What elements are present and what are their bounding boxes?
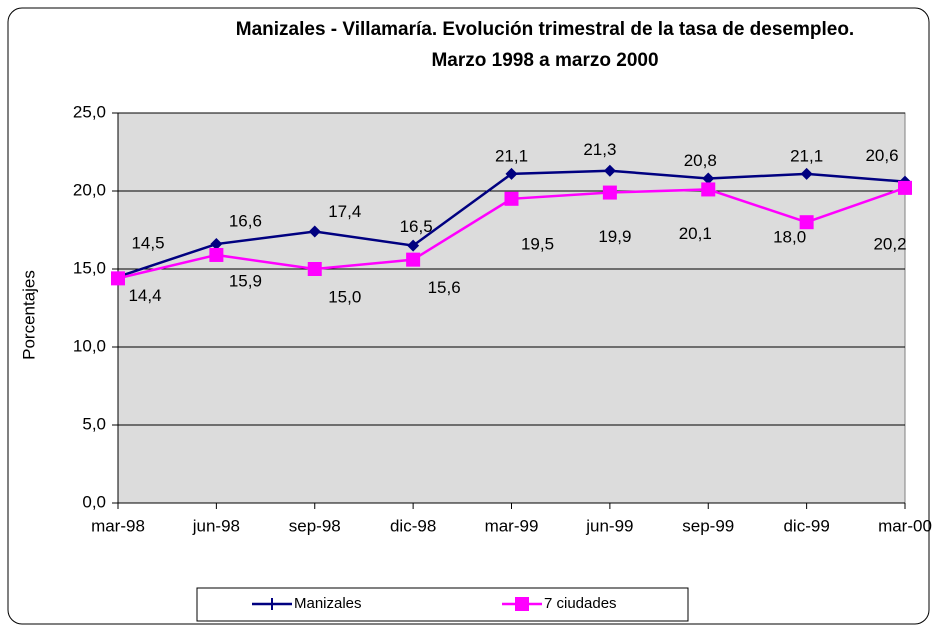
- data-label: 16,6: [229, 212, 262, 231]
- x-tick-label: mar-00: [878, 516, 932, 535]
- y-tick-label: 5,0: [82, 414, 106, 433]
- legend-label: 7 ciudades: [544, 595, 617, 612]
- x-tick-label: dic-98: [390, 516, 436, 535]
- data-label: 20,6: [865, 146, 898, 165]
- data-point: [504, 191, 519, 206]
- data-point: [307, 262, 322, 276]
- data-label: 15,0: [328, 287, 361, 306]
- y-tick-label: 0,0: [82, 492, 106, 511]
- data-point: [505, 167, 518, 180]
- data-label: 16,5: [400, 217, 433, 236]
- y-tick-label: 15,0: [73, 258, 106, 277]
- data-label: 17,4: [328, 202, 361, 221]
- data-point: [406, 252, 421, 267]
- data-label: 15,6: [428, 278, 461, 297]
- x-tick-label: mar-98: [91, 516, 145, 535]
- data-point: [603, 164, 616, 177]
- data-point: [800, 167, 813, 180]
- y-tick-label: 20,0: [73, 180, 106, 199]
- data-point: [209, 247, 224, 262]
- data-point: [308, 225, 321, 238]
- x-tick-label: jun-99: [585, 516, 633, 535]
- data-point: [602, 185, 617, 200]
- data-label: 20,2: [873, 234, 906, 253]
- x-tick-label: jun-98: [192, 516, 240, 535]
- data-point: [898, 180, 912, 195]
- x-tick-label: sep-98: [289, 516, 341, 535]
- data-point: [407, 239, 420, 252]
- data-point: [702, 172, 715, 185]
- data-label: 15,9: [229, 271, 262, 290]
- y-tick-label: 10,0: [73, 336, 106, 355]
- x-tick-label: sep-99: [682, 516, 734, 535]
- x-tick-label: dic-99: [783, 516, 829, 535]
- data-label: 18,0: [773, 228, 806, 247]
- data-label: 14,4: [128, 286, 161, 305]
- chart-title: Manizales - Villamaría. Evolución trimes…: [236, 19, 854, 40]
- data-point: [799, 215, 814, 230]
- data-label: 21,1: [790, 146, 823, 165]
- data-label: 21,1: [495, 146, 528, 165]
- data-label: 21,3: [583, 140, 616, 159]
- chart-subtitle: Marzo 1998 a marzo 2000: [431, 50, 658, 71]
- data-label: 14,5: [131, 233, 164, 252]
- data-point: [701, 182, 716, 197]
- y-axis-label: Porcentajes: [19, 270, 38, 360]
- data-point: [210, 238, 223, 251]
- data-label: 20,1: [679, 224, 712, 243]
- data-label: 19,9: [598, 227, 631, 246]
- data-label: 20,8: [684, 151, 717, 170]
- x-tick-label: mar-99: [485, 516, 539, 535]
- legend-marker: [515, 597, 529, 611]
- data-label: 19,5: [521, 234, 554, 253]
- y-tick-label: 25,0: [73, 102, 106, 121]
- data-point: [111, 271, 125, 286]
- legend-label: Manizales: [294, 595, 362, 612]
